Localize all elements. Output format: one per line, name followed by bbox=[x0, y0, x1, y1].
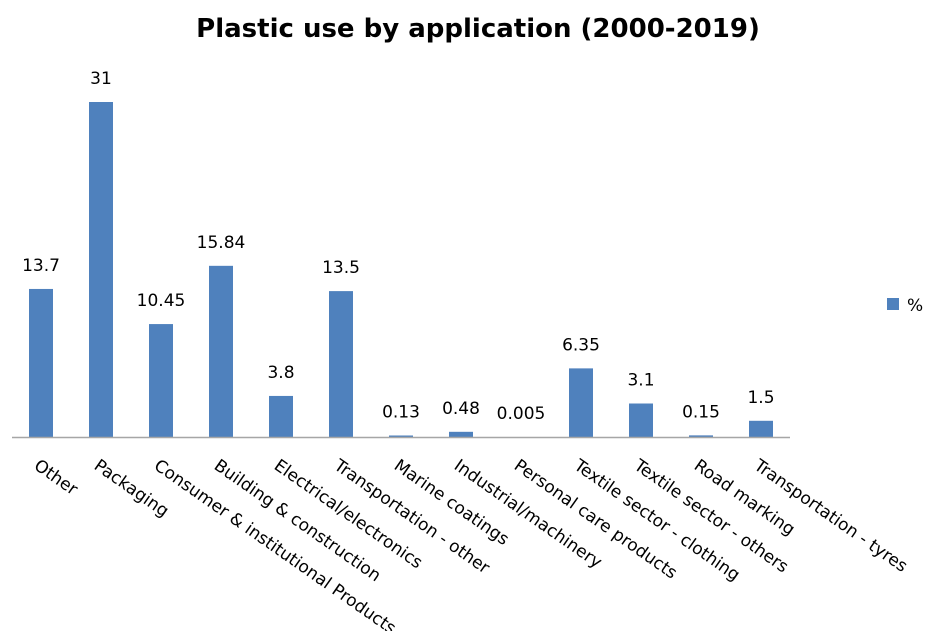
bar-5 bbox=[329, 291, 353, 437]
data-label-1: 31 bbox=[90, 69, 112, 89]
data-label-6: 0.13 bbox=[382, 403, 420, 423]
data-label-8: 0.005 bbox=[497, 404, 546, 424]
chart-title: Plastic use by application (2000-2019) bbox=[196, 14, 760, 44]
data-label-7: 0.48 bbox=[442, 399, 480, 419]
bar-2 bbox=[149, 324, 173, 437]
data-label-5: 13.5 bbox=[322, 258, 360, 278]
data-label-3: 15.84 bbox=[197, 233, 246, 253]
data-labels-group: 13.7 31 10.45 15.84 3.8 13.5 0.13 0.48 0.005 6.35… bbox=[22, 69, 774, 424]
bar-9 bbox=[569, 368, 593, 437]
bar-10 bbox=[629, 403, 653, 437]
data-label-0: 13.7 bbox=[22, 256, 60, 276]
legend-label: % bbox=[907, 296, 923, 316]
bar-0 bbox=[29, 288, 53, 437]
data-label-9: 6.35 bbox=[562, 335, 600, 355]
data-label-4: 3.8 bbox=[267, 363, 294, 383]
data-label-11: 0.15 bbox=[682, 402, 720, 422]
legend-swatch bbox=[887, 298, 899, 310]
data-label-12: 1.5 bbox=[747, 388, 774, 408]
bars-group bbox=[29, 102, 773, 437]
data-label-10: 3.1 bbox=[627, 371, 654, 391]
x-tick-label-0: Other bbox=[30, 456, 81, 500]
legend: % bbox=[887, 296, 923, 316]
bar-6 bbox=[389, 435, 413, 437]
bar-7 bbox=[449, 431, 473, 437]
bar-11 bbox=[689, 435, 713, 437]
bar-3 bbox=[209, 265, 233, 437]
bar-4 bbox=[269, 395, 293, 437]
data-label-2: 10.45 bbox=[137, 291, 186, 311]
bar-12 bbox=[749, 420, 773, 437]
bar-1 bbox=[89, 102, 113, 437]
